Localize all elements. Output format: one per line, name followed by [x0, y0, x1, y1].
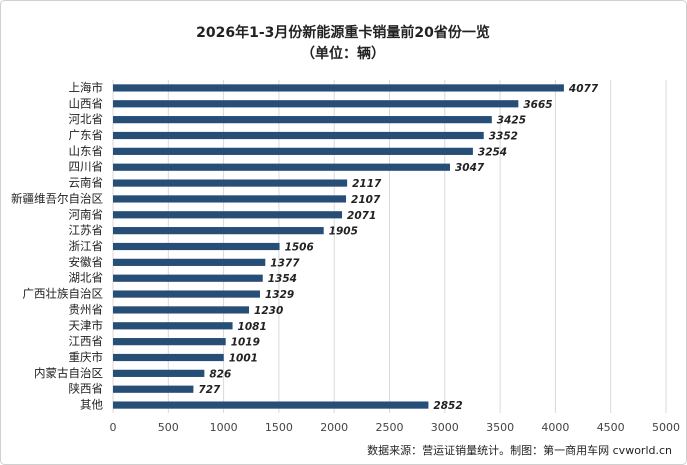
bar [113, 401, 429, 409]
x-tick-label: 5000 [652, 421, 680, 434]
x-tick-label: 2000 [320, 421, 348, 434]
data-label: 3425 [497, 115, 526, 127]
bar [113, 227, 324, 235]
bar [113, 306, 250, 314]
y-tick-label: 河北省 [69, 112, 104, 126]
y-tick-label: 浙江省 [69, 239, 104, 253]
data-label: 2852 [433, 400, 462, 412]
y-tick-label: 云南省 [69, 176, 104, 190]
y-tick-label: 江苏省 [69, 223, 104, 237]
y-tick-label: 江西省 [69, 334, 104, 348]
y-tick-label: 新疆维吾尔自治区 [11, 191, 103, 205]
bar [113, 116, 492, 124]
data-label: 1329 [265, 289, 294, 301]
data-label: 2071 [347, 210, 376, 222]
y-tick-label: 天津市 [69, 318, 104, 332]
y-tick-label: 广东省 [69, 128, 104, 142]
y-tick-label: 陕西省 [69, 382, 104, 396]
x-tick-label: 500 [158, 421, 179, 434]
bar [113, 290, 260, 298]
bar [113, 385, 194, 393]
y-tick-label: 湖北省 [69, 271, 104, 285]
bar [113, 131, 484, 140]
y-tick-label: 内蒙古自治区 [34, 366, 103, 380]
bar [113, 338, 226, 346]
x-tick-label: 4000 [541, 421, 569, 434]
data-label: 2117 [352, 178, 382, 190]
x-tick-label: 1000 [210, 421, 238, 434]
y-tick-label: 山东省 [69, 144, 104, 158]
bar [113, 163, 450, 171]
data-label: 1230 [254, 305, 283, 317]
x-tick-label: 3000 [431, 421, 459, 434]
data-label: 3665 [523, 99, 552, 111]
data-label: 727 [198, 384, 221, 396]
bar [113, 211, 343, 219]
bar [113, 100, 519, 108]
bar [113, 84, 564, 92]
bar [113, 369, 205, 377]
chart-subtitle: （单位：辆） [301, 45, 385, 62]
x-tick-label: 3500 [486, 421, 514, 434]
bar [113, 147, 473, 155]
x-tick-label: 0 [110, 421, 117, 434]
data-label: 3047 [455, 162, 485, 174]
data-label: 1506 [285, 242, 314, 254]
bar [113, 274, 263, 282]
y-tick-label: 河南省 [69, 207, 104, 221]
bar [113, 179, 348, 187]
y-tick-label: 重庆市 [69, 350, 104, 364]
y-tick-label: 安徽省 [69, 255, 104, 269]
data-label: 1377 [270, 257, 300, 269]
y-tick-label: 四川省 [69, 160, 104, 174]
data-label: 826 [209, 368, 231, 380]
data-label: 3352 [489, 131, 518, 143]
x-tick-label: 2500 [376, 421, 404, 434]
data-label: 3254 [478, 146, 507, 158]
data-label: 4077 [568, 83, 599, 95]
chart-title: 2026年1-3月份新能源重卡销量前20省份一览 [196, 24, 490, 41]
data-label: 1354 [268, 273, 297, 285]
bar [113, 322, 233, 330]
data-label: 1081 [238, 321, 267, 333]
data-label: 1019 [231, 337, 260, 349]
x-tick-label: 4500 [597, 421, 625, 434]
y-tick-label: 山西省 [69, 96, 104, 110]
bar [113, 242, 280, 251]
x-tick-label: 1500 [265, 421, 293, 434]
data-label: 2107 [351, 194, 381, 206]
y-tick-label: 广西壮族自治区 [23, 287, 104, 301]
y-tick-label: 贵州省 [69, 302, 104, 316]
y-tick-label: 其他 [80, 398, 103, 412]
y-tick-label: 上海市 [69, 80, 104, 94]
bar [113, 195, 347, 203]
bar [113, 353, 224, 362]
bar [113, 258, 266, 266]
data-label: 1001 [229, 353, 258, 365]
source-note: 数据来源：营运证销量统计。制图：第一商用车网 cvworld.cn [367, 443, 672, 457]
data-label: 1905 [329, 226, 358, 238]
